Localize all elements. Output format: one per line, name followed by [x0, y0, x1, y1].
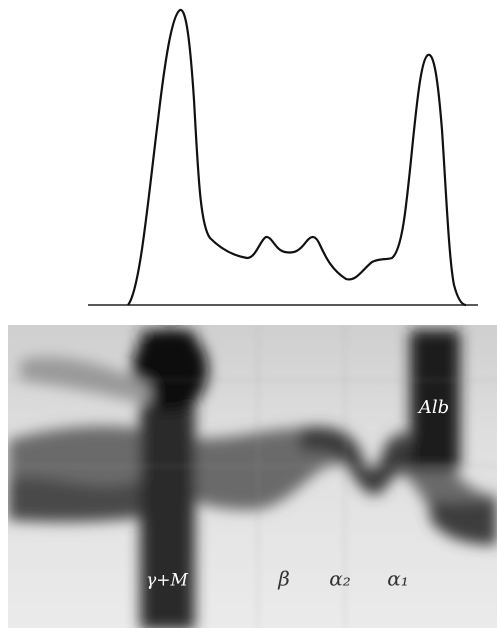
electrophoresis-photo: γ+M β α₂ α₁ Alb	[8, 325, 497, 628]
band-label: Alb	[417, 397, 449, 418]
trace-curve	[127, 8, 467, 307]
densitometer-trace	[88, 8, 478, 307]
band-label: α₂	[329, 567, 351, 591]
band-label: β	[277, 567, 290, 591]
band-label: γ+M	[146, 571, 188, 591]
band-label: α₁	[387, 567, 409, 591]
